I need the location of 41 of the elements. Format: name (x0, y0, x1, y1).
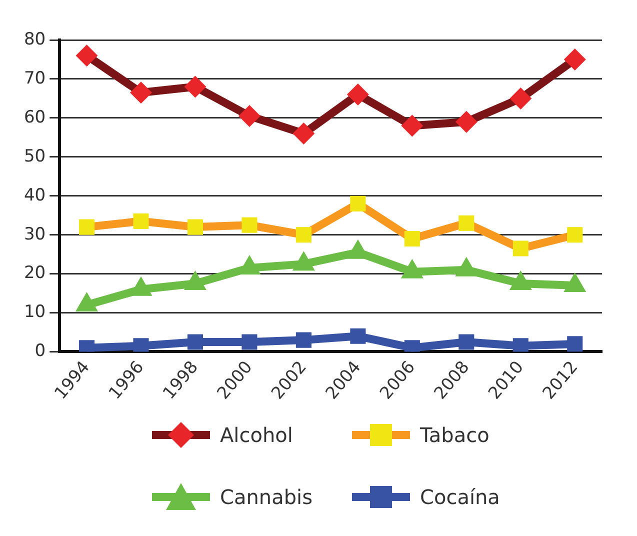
point (187, 219, 203, 235)
legend-label: Tabaco (420, 423, 490, 447)
point (292, 122, 315, 145)
point (296, 227, 312, 243)
point (567, 227, 583, 243)
y-tick-label: 80 (24, 29, 46, 50)
point (78, 219, 95, 235)
point (458, 334, 474, 350)
point (401, 114, 424, 137)
point (404, 230, 420, 247)
point (567, 336, 583, 352)
point (242, 217, 258, 233)
point (564, 48, 586, 70)
y-tick-label: 30 (24, 224, 46, 244)
point (184, 76, 206, 98)
y-tick-label: 70 (24, 68, 46, 88)
y-tick-label: 50 (24, 146, 46, 166)
point (350, 328, 366, 344)
point (350, 196, 366, 212)
point (510, 87, 532, 110)
point (130, 82, 152, 104)
legend-label: Alcohol (220, 423, 293, 447)
point (76, 44, 98, 67)
legend-label: Cocaína (420, 485, 500, 509)
y-tick-label: 10 (24, 302, 46, 322)
point (133, 338, 149, 352)
legend-label: Cannabis (220, 485, 312, 509)
point (458, 215, 474, 231)
point (296, 332, 312, 348)
point (512, 338, 528, 352)
point (242, 334, 258, 350)
point (512, 240, 528, 256)
y-tick-label: 20 (24, 263, 46, 284)
y-tick-label: 40 (24, 185, 46, 206)
y-tick-label: 0 (34, 341, 46, 362)
y-tick-label: 60 (24, 107, 46, 128)
point (238, 104, 260, 127)
point (455, 110, 478, 133)
point (133, 213, 149, 229)
point (187, 334, 203, 350)
point (346, 84, 369, 106)
